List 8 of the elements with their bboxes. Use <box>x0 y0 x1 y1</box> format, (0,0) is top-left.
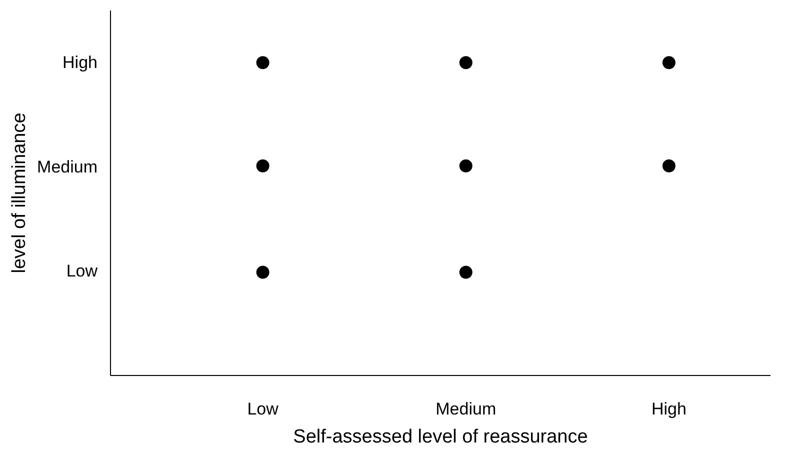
x-tick-label: High <box>651 400 686 418</box>
x-axis-title: Self-assessed level of reassurance <box>293 426 588 448</box>
category-label: High <box>62 53 98 72</box>
category-label: Low <box>66 262 98 281</box>
y-axis-title: level of illuminance <box>9 112 30 274</box>
category-label: Medium <box>37 157 98 176</box>
x-tick-label: Low <box>247 400 280 418</box>
x-tick-label: Medium <box>436 400 496 418</box>
